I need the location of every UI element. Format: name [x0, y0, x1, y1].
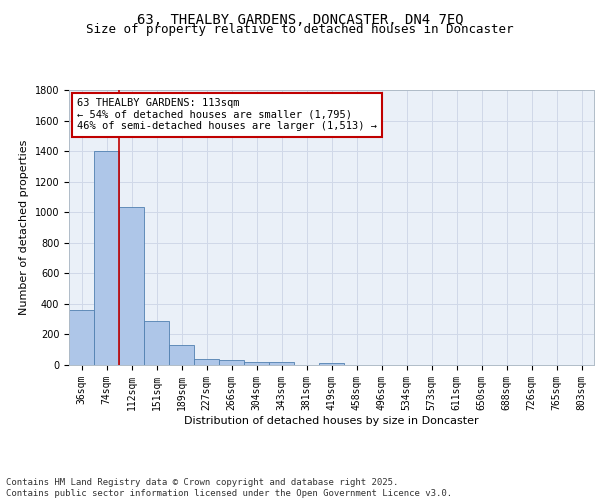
Bar: [94, 151, 119, 365]
Bar: [269, 362, 294, 365]
Bar: [144, 320, 169, 365]
Text: 63 THEALBY GARDENS: 113sqm
← 54% of detached houses are smaller (1,795)
46% of s: 63 THEALBY GARDENS: 113sqm ← 54% of deta…: [77, 98, 377, 132]
Bar: [319, 362, 344, 365]
X-axis label: Distribution of detached houses by size in Doncaster: Distribution of detached houses by size …: [184, 416, 479, 426]
Bar: [169, 345, 194, 365]
Bar: [244, 362, 269, 365]
Bar: [194, 358, 219, 365]
Bar: [219, 360, 244, 365]
Y-axis label: Number of detached properties: Number of detached properties: [19, 140, 29, 315]
Text: Contains HM Land Registry data © Crown copyright and database right 2025.
Contai: Contains HM Land Registry data © Crown c…: [6, 478, 452, 498]
Bar: [119, 207, 144, 365]
Bar: [69, 310, 94, 365]
Text: Size of property relative to detached houses in Doncaster: Size of property relative to detached ho…: [86, 22, 514, 36]
Text: 63, THEALBY GARDENS, DONCASTER, DN4 7EQ: 63, THEALBY GARDENS, DONCASTER, DN4 7EQ: [137, 12, 463, 26]
